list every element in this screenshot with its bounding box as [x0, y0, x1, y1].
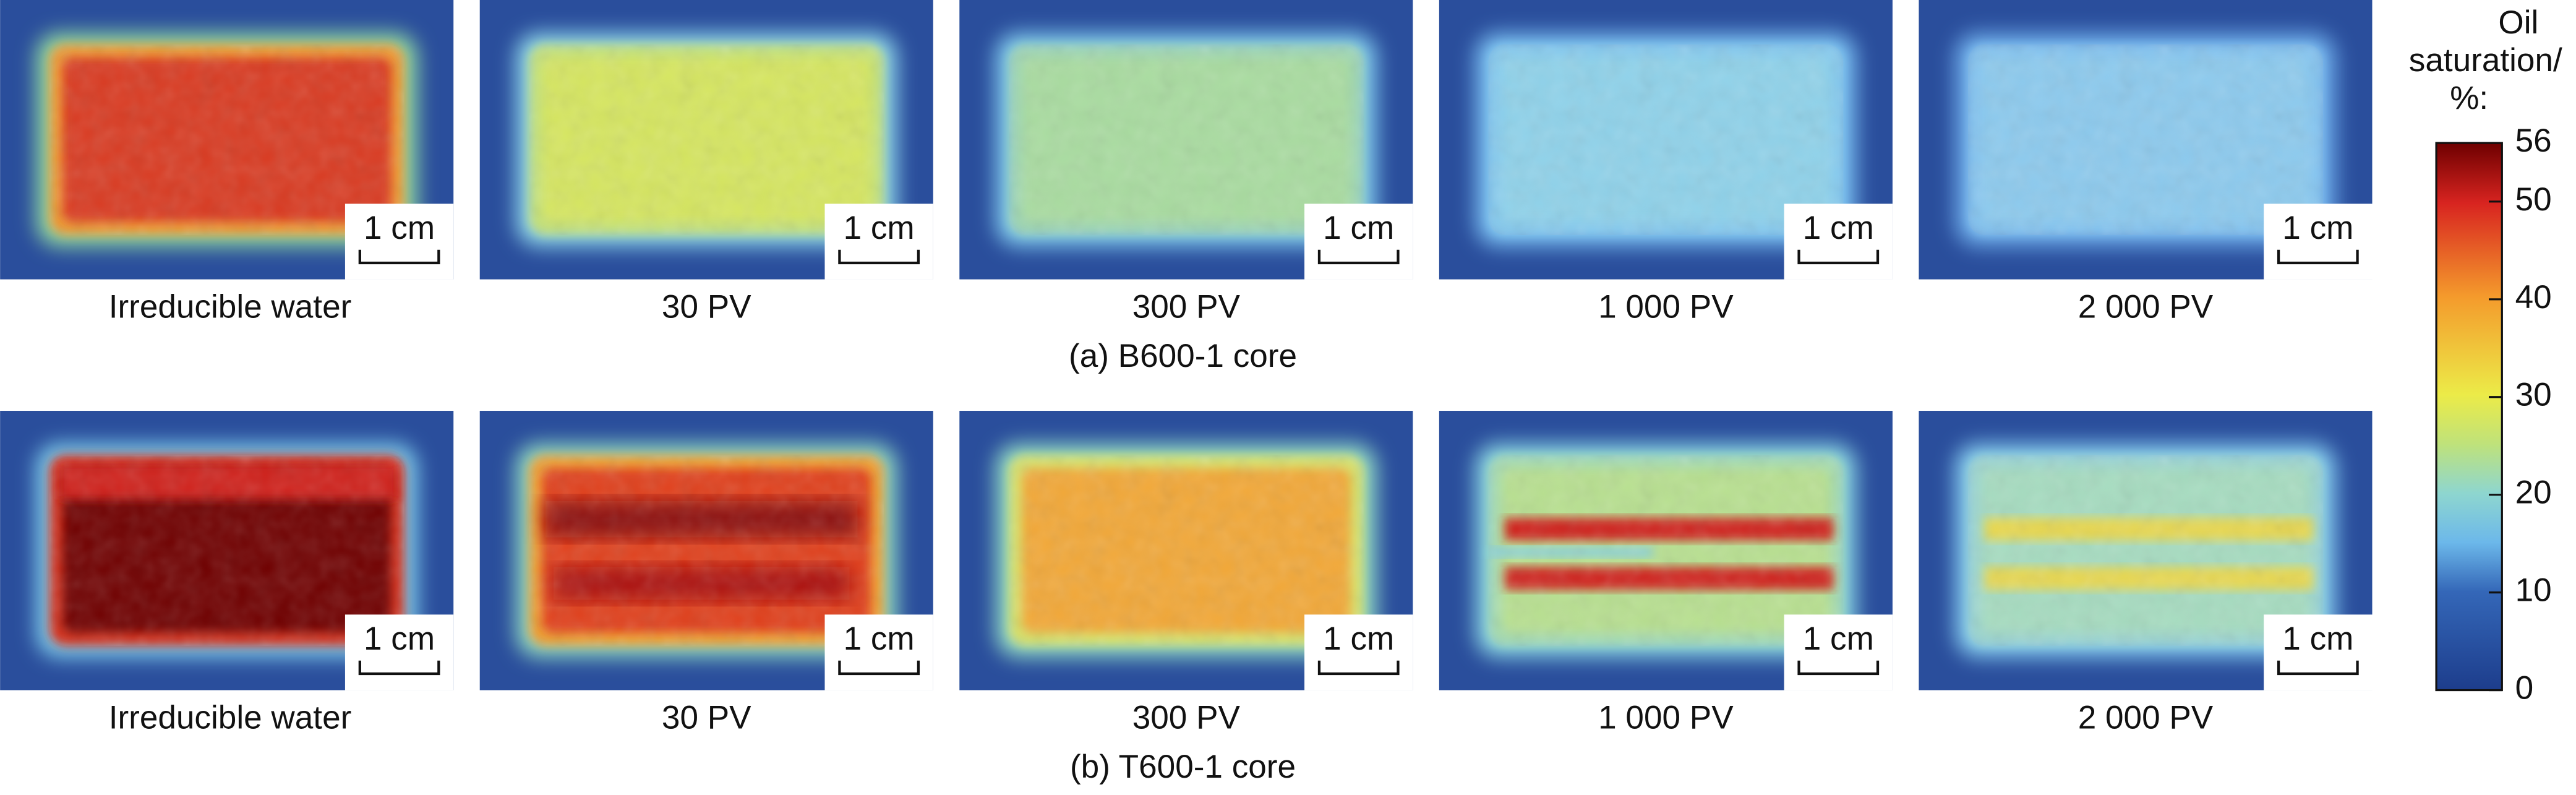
texture	[529, 44, 884, 235]
scale-bar-label: 1 cm	[1323, 210, 1394, 246]
colorbar-tick-label: 40	[2515, 279, 2552, 316]
panel-label: 1 000 PV	[1598, 288, 1734, 325]
panel-label: Irreducible water	[109, 699, 352, 736]
saturation-map: 1 cm	[1439, 0, 1893, 280]
texture	[1488, 44, 1844, 235]
colorbar-title-line: %:	[2450, 80, 2488, 116]
texture	[1008, 455, 1364, 646]
panel-label: 2 000 PV	[2078, 699, 2214, 736]
panel-label: 30 PV	[662, 288, 751, 325]
scale-bar-box	[1304, 614, 1413, 690]
scale-bar-box	[824, 614, 933, 690]
texture	[1968, 455, 2323, 646]
colorbar-title-line: Oil	[2498, 4, 2538, 41]
colorbar-tick-label: 30	[2515, 377, 2552, 413]
scale-bar	[838, 660, 920, 676]
scale-bar	[1317, 660, 1400, 676]
scale-bar-box	[824, 204, 933, 280]
scale-bar-label: 1 cm	[844, 621, 915, 657]
scale-bar-label: 1 cm	[2282, 621, 2353, 657]
scale-bar	[1797, 249, 1880, 265]
scale-bar-label: 1 cm	[364, 210, 435, 246]
saturation-map: 1 cm	[479, 0, 933, 280]
scale-bar	[838, 249, 920, 265]
texture	[1968, 44, 2323, 235]
scale-bar-box	[1304, 204, 1413, 280]
saturation-map: 1 cm	[479, 411, 933, 690]
texture	[529, 455, 884, 646]
colorbar-tick-label: 10	[2515, 572, 2552, 609]
scale-bar	[1317, 249, 1400, 265]
panel-label: 30 PV	[662, 699, 751, 736]
colorbar-title-line: saturation/	[2409, 42, 2562, 79]
scale-bar-box	[1784, 204, 1893, 280]
panel-label: 300 PV	[1132, 288, 1241, 325]
colorbar-tick-label: 50	[2515, 181, 2552, 218]
scale-bar-box	[2264, 614, 2373, 690]
row-caption: (a) B600-1 core	[1069, 338, 1297, 374]
scale-bar-label: 1 cm	[1803, 210, 1874, 246]
scale-bar-box	[1784, 614, 1893, 690]
scale-bar-label: 1 cm	[2282, 210, 2353, 246]
scale-bar	[358, 660, 440, 676]
scale-bar-box	[2264, 204, 2373, 280]
colorbar-tick-label: 20	[2515, 475, 2552, 511]
texture	[49, 44, 404, 235]
scale-bar	[2277, 660, 2359, 676]
texture	[49, 455, 404, 646]
colorbar-tick-label: 0	[2515, 670, 2534, 707]
panel-label: 2 000 PV	[2078, 288, 2214, 325]
scale-bar-label: 1 cm	[364, 621, 435, 657]
saturation-map: 1 cm	[959, 0, 1413, 280]
scale-bar	[358, 249, 440, 265]
colorbar	[2435, 142, 2503, 692]
texture	[1488, 455, 1844, 646]
saturation-map: 1 cm	[1439, 411, 1893, 690]
saturation-map: 1 cm	[1919, 0, 2373, 280]
saturation-map: 1 cm	[959, 411, 1413, 690]
texture	[1008, 44, 1364, 235]
scale-bar-box	[344, 614, 454, 690]
panel-label: Irreducible water	[109, 288, 352, 325]
row-caption: (b) T600-1 core	[1070, 749, 1296, 785]
panel-label: 300 PV	[1132, 699, 1241, 736]
saturation-map: 1 cm	[0, 0, 454, 280]
scale-bar	[1797, 660, 1880, 676]
scale-bar-label: 1 cm	[1323, 621, 1394, 657]
saturation-map: 1 cm	[0, 411, 454, 690]
colorbar-tick-label: 56	[2515, 122, 2552, 159]
scale-bar	[2277, 249, 2359, 265]
scale-bar-box	[344, 204, 454, 280]
saturation-map: 1 cm	[1919, 411, 2373, 690]
panel-label: 1 000 PV	[1598, 699, 1734, 736]
scale-bar-label: 1 cm	[1803, 621, 1874, 657]
scale-bar-label: 1 cm	[844, 210, 915, 246]
